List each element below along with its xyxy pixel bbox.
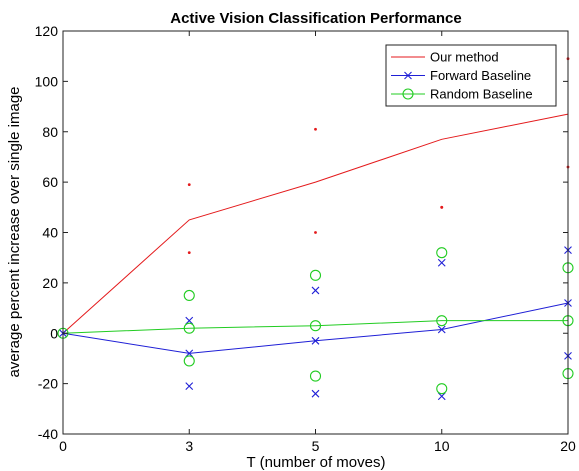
lower-bound-point-our-method [440,205,444,209]
series-random-baseline [57,247,574,395]
upper-bound-point-random-baseline [436,247,448,259]
legend: Our method Forward Baseline Random Baselin… [385,44,557,107]
x-tick-label: 5 [312,438,320,454]
data-point-forward-baseline [311,336,320,345]
lower-bound-point-forward-baseline-stroke-b [185,382,194,391]
legend-swatch-marker-stroke-b [404,71,412,80]
data-point-forward-baseline [185,349,194,358]
legend-item-forward-baseline: Forward Baseline [391,68,531,83]
legend-swatch-marker [404,71,412,80]
x-tick-label: 20 [560,438,576,454]
y-tick-label: 80 [42,124,58,140]
series-line-random-baseline [62,320,568,334]
lower-bound-point-our-method [187,251,191,255]
y-tick-label: -40 [38,426,58,442]
y-tick-label: 20 [42,275,58,291]
series-line-our-method [62,113,569,334]
y-axis-label: average percent increase over single ima… [6,87,23,378]
legend-label: Forward Baseline [430,68,531,83]
lower-bound-point-forward-baseline-stroke-b [311,389,320,398]
y-tick-label: 0 [50,325,58,341]
data-point-random-baseline [183,322,195,334]
legend-item-random-baseline: Random Baseline [391,87,533,102]
series-our-method [62,57,570,334]
data-point-forward-baseline-stroke-b [311,336,320,345]
data-point-forward-baseline-stroke-b [185,349,194,358]
data-point-forward-baseline-stroke-b [437,325,446,334]
y-tick-label: 60 [42,174,58,190]
upper-bound-point-random-baseline [309,269,322,281]
legend-item-our-method: Our method [391,50,499,65]
lower-bound-point-forward-baseline [185,382,194,391]
upper-bound-point-our-method [187,183,191,187]
legend-label: Random Baseline [430,87,533,102]
upper-bound-point-our-method [314,127,317,131]
upper-bound-point-forward-baseline [185,316,194,325]
lower-bound-point-random-baseline [436,383,448,395]
upper-bound-point-forward-baseline-stroke-b [311,286,320,295]
lower-bound-point-random-baseline [183,355,195,367]
y-tick-label: -20 [38,376,58,392]
y-tick-label: 40 [42,225,58,241]
lower-bound-point-forward-baseline [311,389,320,398]
data-point-random-baseline [309,320,322,332]
data-point-random-baseline [436,315,448,327]
lower-bound-point-forward-baseline [437,392,446,401]
x-tick-label: 10 [434,438,450,454]
upper-bound-point-random-baseline [183,289,195,302]
lower-bound-point-our-method [314,231,317,234]
legend-swatch-marker [402,88,414,100]
upper-bound-point-forward-baseline [437,258,446,267]
y-tick-label: 120 [35,23,59,39]
chart-title: Active Vision Classification Performance [170,10,462,27]
lower-bound-point-forward-baseline-stroke-b [437,392,446,401]
x-axis-label: T (number of moves) [247,454,386,471]
data-point-forward-baseline [437,325,446,334]
x-tick-label: 0 [59,438,67,454]
upper-bound-point-forward-baseline [311,286,320,295]
lower-bound-point-random-baseline [309,370,322,382]
legend-label: Our method [430,50,499,65]
upper-bound-point-forward-baseline-stroke-b [437,258,446,267]
y-tick-label: 100 [35,73,59,89]
upper-bound-point-forward-baseline-stroke-b [185,316,194,325]
x-tick-label: 3 [185,438,193,454]
